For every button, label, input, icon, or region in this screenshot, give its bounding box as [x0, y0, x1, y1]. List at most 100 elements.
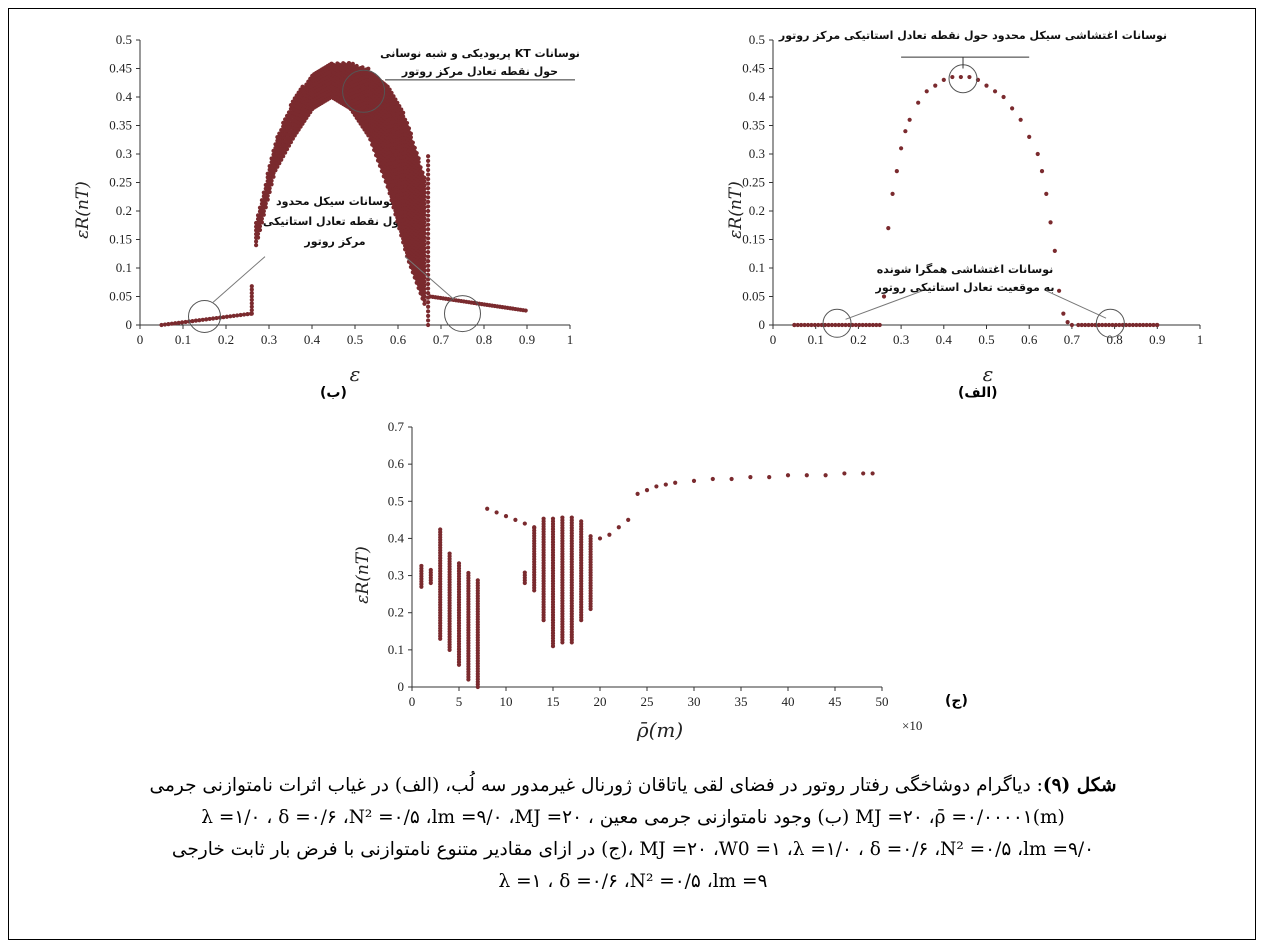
data-point-jim: [729, 476, 734, 482]
x-tick-label-jim: 30: [688, 694, 701, 709]
data-point-b: [410, 140, 415, 145]
data-point-b: [422, 190, 427, 195]
data-point-alef: [1155, 322, 1160, 328]
y-tick-label-b: 0.5: [116, 32, 132, 47]
data-point-b: [204, 317, 209, 322]
data-point-alef: [967, 74, 972, 80]
data-point-alef: [1151, 322, 1156, 328]
data-point-b: [255, 235, 261, 240]
leader-line-alef-left: [845, 290, 923, 320]
data-point-jim: [569, 515, 574, 520]
data-point-b: [422, 205, 427, 210]
x-tick-label-b: 0.7: [433, 332, 450, 347]
x-tick-label-b: 0.8: [476, 332, 492, 347]
data-point-alef: [833, 322, 838, 328]
data-point-b: [273, 168, 278, 173]
data-point-b: [426, 204, 431, 209]
y-tick-label-alef: 0.2: [749, 203, 765, 218]
data-point-b: [426, 245, 431, 250]
data-point-b: [366, 66, 371, 71]
y-tick-label-b: 0.15: [109, 232, 132, 247]
x-tick-label-jim: 5: [456, 694, 463, 709]
data-point-jim: [804, 473, 809, 478]
data-point-b: [402, 117, 408, 122]
data-point-alef: [829, 322, 835, 328]
data-point-alef: [1079, 322, 1084, 328]
data-point-jim: [466, 570, 471, 576]
data-point-jim: [503, 514, 509, 519]
data-point-alef: [899, 146, 904, 151]
x-tick-label-jim: 40: [782, 694, 795, 709]
data-point-b: [255, 231, 261, 236]
x-tick-label-b: 0.2: [218, 332, 234, 347]
data-point-b: [391, 94, 396, 99]
data-point-jim: [532, 525, 537, 530]
data-point-b: [422, 268, 427, 273]
data-point-alef: [860, 322, 865, 328]
data-point-b: [173, 321, 178, 326]
data-point-b: [422, 197, 427, 203]
data-point-b: [269, 178, 274, 183]
data-point-b: [416, 156, 421, 161]
data-point-b: [290, 136, 295, 141]
data-point-alef: [802, 322, 807, 328]
data-point-alef: [826, 322, 831, 328]
data-point-alef: [1086, 322, 1091, 328]
data-point-b: [426, 236, 431, 241]
data-point-alef: [1035, 151, 1040, 157]
y-tick-label-jim: 0.2: [388, 605, 404, 620]
annotation-b-mid-1: نوسانات سیکل محدود: [276, 195, 394, 208]
data-point-b: [426, 240, 431, 246]
data-point-b: [211, 316, 216, 321]
data-point-jim: [861, 471, 866, 476]
plot-alef: نوسانات اغتشاشی سیکل محدود حول نقطه تعاد…: [726, 29, 1203, 386]
data-point-b: [267, 186, 272, 191]
data-point-b: [281, 154, 286, 159]
data-point-b: [426, 190, 431, 195]
data-point-jim: [550, 516, 556, 521]
y-tick-label-jim: 0.4: [388, 530, 405, 545]
data-point-b: [235, 313, 240, 318]
data-point-alef: [877, 322, 882, 328]
data-point-b: [426, 213, 431, 218]
data-point-jim: [635, 491, 640, 496]
data-point-b: [412, 145, 417, 150]
data-point-b: [176, 320, 181, 325]
data-point-b: [422, 194, 427, 199]
data-point-jim: [438, 527, 443, 532]
data-point-alef: [907, 117, 912, 122]
data-point-b: [426, 167, 431, 173]
data-point-b: [426, 249, 431, 255]
data-point-alef: [1083, 322, 1088, 328]
data-point-alef: [1127, 322, 1132, 328]
y-tick-label-jim: 0.3: [388, 568, 404, 583]
data-point-b: [275, 164, 280, 169]
leader-line-b-left: [212, 256, 266, 303]
data-point-jim: [456, 561, 462, 566]
x-tick-label-jim: 35: [735, 694, 748, 709]
data-point-alef: [1113, 322, 1118, 328]
data-point-alef: [1076, 322, 1081, 328]
data-point-b: [422, 246, 427, 251]
data-point-jim: [626, 517, 631, 522]
x-tick-label-alef: 0.7: [1064, 332, 1081, 347]
data-point-b: [422, 209, 427, 214]
y-tick-label-b: 0.45: [109, 61, 132, 76]
data-point-b: [401, 110, 406, 115]
data-point-b: [261, 209, 266, 214]
data-point-b: [422, 286, 427, 292]
data-point-b: [283, 150, 288, 155]
data-point-b: [422, 235, 427, 240]
data-point-b: [426, 181, 431, 186]
data-point-b: [426, 313, 431, 318]
data-point-b: [249, 304, 254, 309]
data-point-b: [418, 165, 423, 170]
data-point-alef: [1141, 322, 1146, 328]
data-point-alef: [1056, 288, 1062, 293]
data-point-b: [271, 174, 276, 179]
data-point-b: [263, 205, 268, 210]
data-point-alef: [799, 322, 804, 328]
data-point-b: [166, 322, 171, 327]
data-point-b: [214, 315, 219, 321]
figure-caption: شکل (۹): دیاگرام دوشاخگی رفتار روتور در …: [20, 770, 1246, 898]
